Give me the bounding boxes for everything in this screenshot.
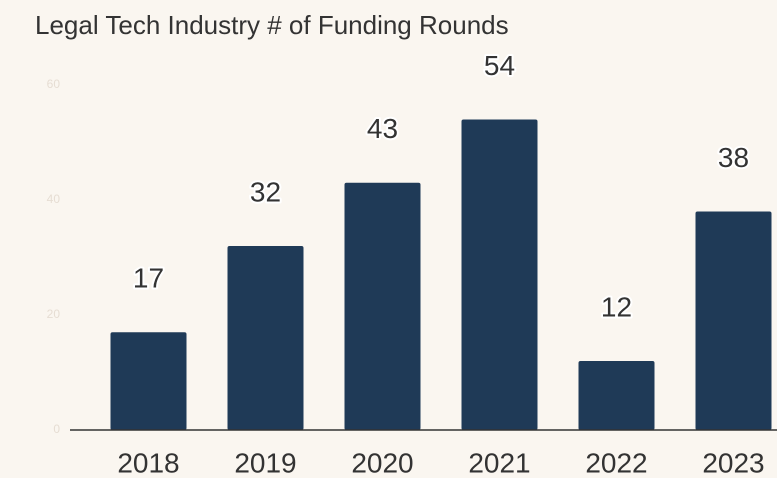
x-tick-label: 2018 [117,447,179,478]
data-label: 38 [718,142,749,173]
bar [695,211,772,430]
data-label: 43 [367,113,398,144]
bar [461,119,538,430]
data-label: 17 [133,263,164,294]
x-tick-label: 2023 [702,447,764,478]
bar [344,182,421,430]
chart-title: Legal Tech Industry # of Funding Rounds [35,10,509,40]
y-tick-label: 0 [53,422,60,436]
x-tick-label: 2019 [234,447,296,478]
x-tick-label: 2020 [351,447,413,478]
data-label: 54 [484,50,515,81]
bar [110,332,187,430]
y-tick-label: 40 [47,192,61,206]
x-tick-label: 2021 [468,447,530,478]
y-tick-label: 60 [47,77,61,91]
y-tick-label: 20 [47,307,61,321]
x-tick-label: 2022 [585,447,647,478]
bar [227,246,304,430]
data-label: 12 [601,291,632,322]
bar [578,361,655,430]
data-label: 32 [250,176,281,207]
